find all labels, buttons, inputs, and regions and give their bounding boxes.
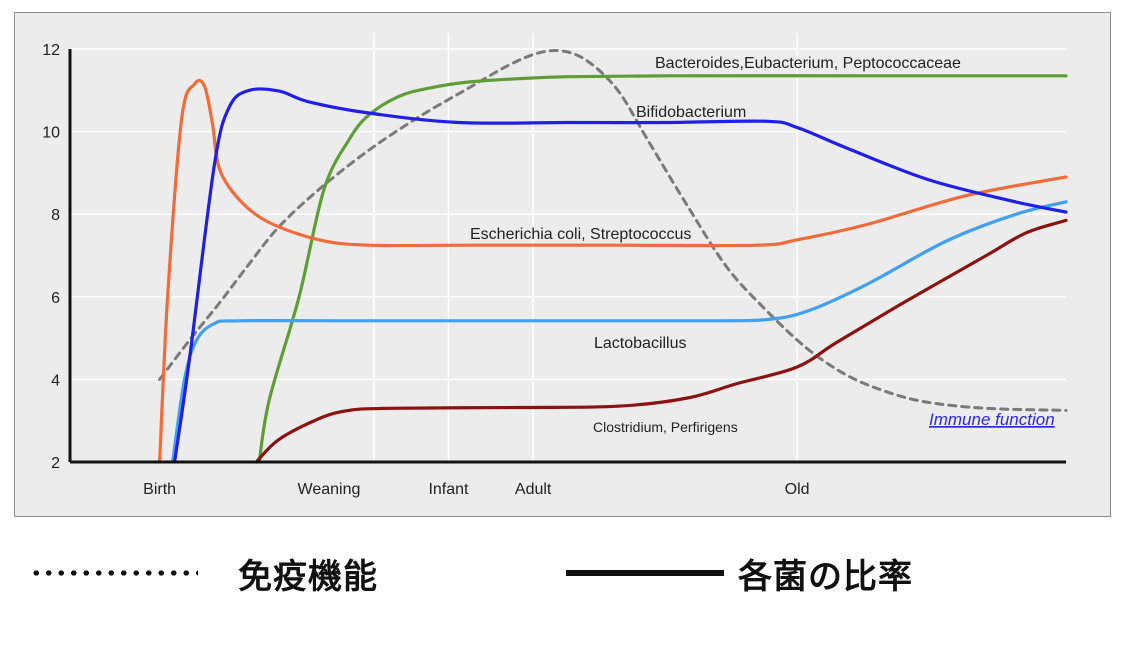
legend-solid: 各菌の比率 <box>566 548 913 598</box>
series-line-bifidobacterium <box>173 87 1068 464</box>
y-tick-label: 10 <box>42 125 60 142</box>
y-tick-label: 4 <box>51 372 60 389</box>
series-lines <box>158 48 1068 464</box>
series-line-ecoli-streptococcus <box>158 79 1068 464</box>
legend-dotted-label: 免疫機能 <box>238 556 378 597</box>
x-category-label: Old <box>785 481 810 498</box>
series-label-layer: Bacteroides,Eubacterium, Peptococcaceae … <box>470 55 1055 435</box>
legend-solid-label: 各菌の比率 <box>738 556 913 597</box>
line-chart: 2 4 6 8 10 12 Birth Weaning Infant Adult Old Bact… <box>42 33 1068 498</box>
category-labels: Birth Weaning Infant Adult Old <box>143 481 809 498</box>
axes <box>68 49 1066 464</box>
y-tick-label: 6 <box>51 290 60 307</box>
dotted-line-swatch <box>30 570 198 576</box>
y-tick-label: 8 <box>51 207 60 224</box>
y-tick-label: 12 <box>42 42 60 59</box>
series-line-lactobacillus <box>171 200 1068 464</box>
chart-frame: 2 4 6 8 10 12 Birth Weaning Infant Adult Old Bact… <box>14 12 1111 517</box>
grid-lines <box>70 33 1066 462</box>
y-tick-label: 2 <box>51 455 60 472</box>
legend-dotted: 免疫機能 <box>30 548 378 598</box>
label-bacteroides: Bacteroides,Eubacterium, Peptococcaceae <box>655 55 961 72</box>
x-category-label: Adult <box>515 481 552 498</box>
series-line-bacteroides <box>257 74 1068 464</box>
solid-line-swatch <box>566 570 724 576</box>
label-lactobacillus: Lactobacillus <box>594 335 687 352</box>
x-category-label: Infant <box>428 481 469 498</box>
tick-labels: 2 4 6 8 10 12 <box>42 42 60 472</box>
x-category-label: Birth <box>143 481 176 498</box>
x-category-label: Weaning <box>298 481 361 498</box>
series-line-clostridium <box>254 218 1068 464</box>
label-ecoli: Escherichia coli, Streptococcus <box>470 226 691 243</box>
series-line-immune-function <box>158 48 1068 412</box>
label-clostridium: Clostridium, Perfirigens <box>593 419 738 435</box>
label-immune-function: Immune function <box>929 410 1055 429</box>
label-bifidobacterium: Bifidobacterium <box>636 104 746 121</box>
